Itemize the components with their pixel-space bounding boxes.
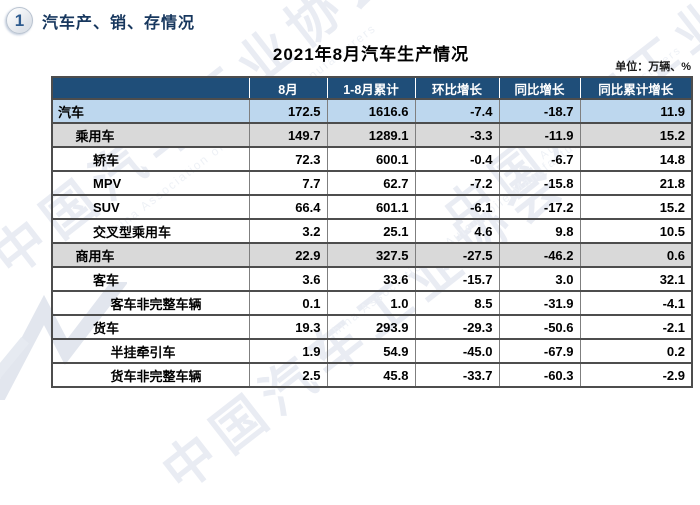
row-label-cell: 货车非完整车辆 (52, 362, 249, 387)
value-cell: -50.6 (498, 314, 580, 339)
row-label-cell: SUV (52, 194, 249, 219)
table-row: 轿车 72.3 600.1 -0.4 -6.7 14.8 (52, 146, 692, 171)
value-cell: 11.9 (579, 98, 692, 123)
value-cell: -33.7 (414, 362, 499, 387)
value-cell: 1289.1 (326, 122, 415, 147)
value-cell: 19.3 (248, 314, 327, 339)
table-header-row: 8月 1-8月累计 环比增长 同比增长 同比累计增长 (52, 77, 692, 99)
value-cell: 4.6 (414, 218, 499, 243)
value-cell: 600.1 (326, 146, 415, 171)
value-cell: 32.1 (579, 266, 692, 291)
value-cell: 45.8 (326, 362, 415, 387)
column-header-empty (52, 77, 249, 99)
table-row: 客车非完整车辆 0.1 1.0 8.5 -31.9 -4.1 (52, 290, 692, 315)
column-header: 同比累计增长 (579, 77, 692, 99)
value-cell: 22.9 (248, 242, 327, 267)
value-cell: -46.2 (498, 242, 580, 267)
value-cell: -17.2 (498, 194, 580, 219)
value-cell: -0.4 (414, 146, 499, 171)
table-row: 半挂牵引车 1.9 54.9 -45.0 -67.9 0.2 (52, 338, 692, 363)
value-cell: -7.2 (414, 170, 499, 195)
section-header: 1 汽车产、销、存情况 (6, 7, 195, 34)
value-cell: 3.2 (248, 218, 327, 243)
value-cell: 149.7 (248, 122, 327, 147)
value-cell: 2.5 (248, 362, 327, 387)
value-cell: 7.7 (248, 170, 327, 195)
value-cell: -45.0 (414, 338, 499, 363)
column-header: 环比增长 (414, 77, 499, 99)
value-cell: 66.4 (248, 194, 327, 219)
column-header: 1-8月累计 (326, 77, 415, 99)
value-cell: 0.1 (248, 290, 327, 315)
column-header: 同比增长 (498, 77, 580, 99)
row-label-cell: 半挂牵引车 (52, 338, 249, 363)
value-cell: 15.2 (579, 194, 692, 219)
value-cell: -18.7 (498, 98, 580, 123)
section-number-badge: 1 (6, 7, 33, 34)
unit-label: 单位：万辆、% (615, 61, 691, 73)
value-cell: 62.7 (326, 170, 415, 195)
table-row: MPV 7.7 62.7 -7.2 -15.8 21.8 (52, 170, 692, 195)
value-cell: -60.3 (498, 362, 580, 387)
value-cell: 1.9 (248, 338, 327, 363)
production-table: 8月 1-8月累计 环比增长 同比增长 同比累计增长 汽车 172.5 1616.6 -7.4… (51, 76, 693, 388)
table-row: 客车 3.6 33.6 -15.7 3.0 32.1 (52, 266, 692, 291)
row-label-cell: 交叉型乘用车 (52, 218, 249, 243)
value-cell: -29.3 (414, 314, 499, 339)
table-title: 2021年8月汽车生产情况 (272, 45, 470, 64)
row-label-cell: 汽车 (52, 98, 249, 123)
value-cell: 601.1 (326, 194, 415, 219)
value-cell: 72.3 (248, 146, 327, 171)
value-cell: -6.1 (414, 194, 499, 219)
value-cell: 327.5 (326, 242, 415, 267)
value-cell: 15.2 (579, 122, 692, 147)
table-row: 乘用车 149.7 1289.1 -3.3 -11.9 15.2 (52, 122, 692, 147)
value-cell: 3.0 (498, 266, 580, 291)
value-cell: 1.0 (326, 290, 415, 315)
value-cell: 8.5 (414, 290, 499, 315)
row-label-cell: 客车 (52, 266, 249, 291)
value-cell: 21.8 (579, 170, 692, 195)
value-cell: -2.1 (579, 314, 692, 339)
value-cell: -6.7 (498, 146, 580, 171)
row-label-cell: MPV (52, 170, 249, 195)
value-cell: 10.5 (579, 218, 692, 243)
report-page: 1 汽车产、销、存情况 2021年8月汽车生产情况 单位：万辆、% 8月 1-8月… (6, 7, 693, 388)
value-cell: -2.9 (579, 362, 692, 387)
row-label-cell: 轿车 (52, 146, 249, 171)
row-label-cell: 货车 (52, 314, 249, 339)
row-label-cell: 客车非完整车辆 (52, 290, 249, 315)
section-title: 汽车产、销、存情况 (42, 14, 196, 32)
production-table-wrap: 8月 1-8月累计 环比增长 同比增长 同比累计增长 汽车 172.5 1616.6 -7.4… (51, 76, 693, 388)
value-cell: -27.5 (414, 242, 499, 267)
value-cell: -15.8 (498, 170, 580, 195)
row-label-cell: 商用车 (52, 242, 249, 267)
value-cell: -11.9 (498, 122, 580, 147)
value-cell: -31.9 (498, 290, 580, 315)
table-row: 货车 19.3 293.9 -29.3 -50.6 -2.1 (52, 314, 692, 339)
value-cell: 25.1 (326, 218, 415, 243)
table-row: 商用车 22.9 327.5 -27.5 -46.2 0.6 (52, 242, 692, 267)
value-cell: 33.6 (326, 266, 415, 291)
column-header: 8月 (248, 77, 327, 99)
value-cell: -15.7 (414, 266, 499, 291)
value-cell: 9.8 (498, 218, 580, 243)
row-label-cell: 乘用车 (52, 122, 249, 147)
table-row: 货车非完整车辆 2.5 45.8 -33.7 -60.3 -2.9 (52, 362, 692, 387)
value-cell: 54.9 (326, 338, 415, 363)
value-cell: -4.1 (579, 290, 692, 315)
value-cell: 0.6 (579, 242, 692, 267)
value-cell: 172.5 (248, 98, 327, 123)
value-cell: -3.3 (414, 122, 499, 147)
table-row: 汽车 172.5 1616.6 -7.4 -18.7 11.9 (52, 98, 692, 123)
table-row: 交叉型乘用车 3.2 25.1 4.6 9.8 10.5 (52, 218, 692, 243)
value-cell: 0.2 (579, 338, 692, 363)
table-row: SUV 66.4 601.1 -6.1 -17.2 15.2 (52, 194, 692, 219)
value-cell: -7.4 (414, 98, 499, 123)
value-cell: -67.9 (498, 338, 580, 363)
value-cell: 293.9 (326, 314, 415, 339)
value-cell: 3.6 (248, 266, 327, 291)
value-cell: 14.8 (579, 146, 692, 171)
value-cell: 1616.6 (326, 98, 415, 123)
